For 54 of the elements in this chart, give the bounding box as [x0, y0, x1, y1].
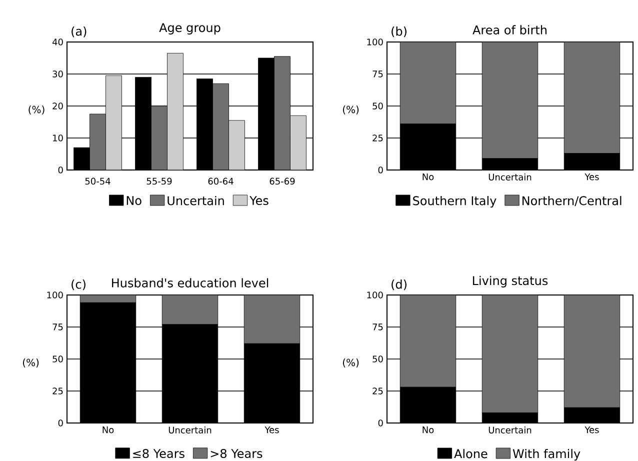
y-tick-label: 100 — [367, 38, 383, 46]
y-tick-label: 0 — [58, 166, 63, 174]
y-axis-title: (%) — [22, 358, 39, 368]
y-tick-label: 50 — [52, 356, 63, 362]
y-tick-label: 30 — [52, 70, 63, 78]
y-tick-label: 50 — [372, 102, 383, 110]
x-tick-label: 55-59 — [146, 178, 172, 185]
x-tick-label: 65-69 — [270, 178, 295, 185]
x-tick-label: No — [102, 426, 114, 434]
text: (c) — [72, 280, 86, 290]
legend-label: Alone — [454, 448, 488, 458]
y-tick-label: 10 — [53, 134, 63, 142]
y-axis-title: (%) — [342, 106, 359, 114]
text: (b) — [392, 26, 406, 38]
legend-label: ≤8 Years — [133, 448, 184, 458]
y-tick-label: 25 — [372, 134, 383, 142]
y-tick-label: 20 — [52, 102, 63, 110]
legend-label: With family — [512, 448, 580, 461]
y-tick-label: 25 — [372, 388, 383, 394]
x-tick-label: Yes — [584, 174, 599, 180]
legend-label: Southern Italy — [413, 196, 496, 208]
y-tick-label: 25 — [52, 388, 63, 394]
x-tick-label: 50-54 — [85, 178, 110, 185]
y-tick-label: 0 — [378, 166, 383, 174]
y-tick-label: 75 — [372, 70, 383, 78]
legend-label: Yes — [250, 196, 268, 206]
y-tick-label: 50 — [372, 356, 383, 362]
y-tick-label: 0 — [378, 420, 383, 426]
x-tick-label: Uncertain — [168, 426, 212, 434]
y-axis-title: (%) — [28, 106, 44, 114]
y-tick-label: 75 — [372, 324, 383, 330]
chart-title: Husband's education level — [112, 278, 268, 288]
y-tick-label: 75 — [52, 324, 63, 330]
legend-label: No — [126, 196, 142, 206]
text: (d) — [392, 279, 406, 290]
legend-label: Uncertain — [168, 196, 224, 206]
text: (a) — [72, 26, 86, 38]
x-tick-label: No — [422, 174, 434, 180]
y-tick-label: 100 — [47, 292, 63, 298]
x-tick-label: Yes — [584, 426, 599, 434]
x-tick-label: Yes — [264, 426, 279, 434]
x-tick-label: Uncertain — [488, 426, 532, 434]
legend-label: Northern/Central — [522, 196, 622, 206]
chart-title: Living status — [472, 276, 548, 288]
y-axis-title: (%) — [342, 358, 359, 368]
x-tick-label: No — [422, 426, 434, 434]
legend-label: >8 Years — [210, 448, 262, 458]
x-tick-label: 60-64 — [208, 178, 234, 185]
chart-title: Area of birth — [472, 25, 546, 34]
y-tick-label: 0 — [58, 420, 63, 426]
x-tick-label: Uncertain — [488, 174, 532, 180]
chart-title: Age group — [159, 23, 220, 34]
y-tick-label: 100 — [367, 292, 383, 298]
y-tick-label: 40 — [52, 38, 63, 46]
